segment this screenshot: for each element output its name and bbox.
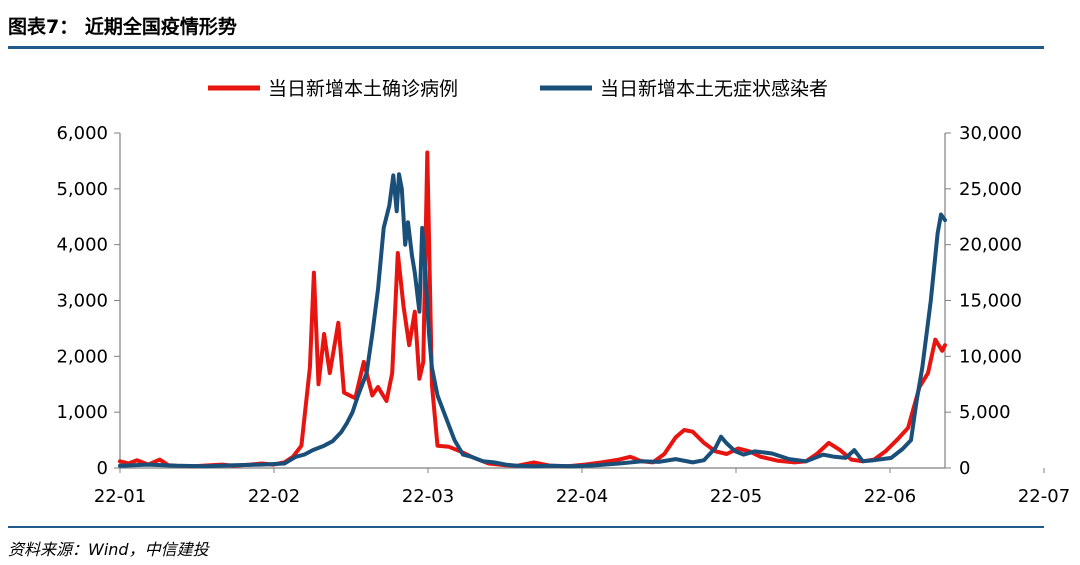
source-note: 资料来源：Wind，中信建投 xyxy=(8,540,209,559)
right-tick-label: 5,000 xyxy=(959,402,1011,423)
right-tick-label: 0 xyxy=(959,458,970,479)
legend: 当日新增本土确诊病例 当日新增本土无症状感染者 xyxy=(208,78,828,100)
left-tick-label: 5,000 xyxy=(56,179,108,200)
series-line-confirmed xyxy=(118,150,947,469)
left-tick-label: 2,000 xyxy=(56,346,108,367)
top-rule xyxy=(8,46,1044,49)
left-tick-label: 3,000 xyxy=(56,291,108,312)
x-tick-label: 22-06 xyxy=(864,486,916,507)
x-tick-label: 22-02 xyxy=(248,486,300,507)
x-tick-label: 22-05 xyxy=(710,486,762,507)
x-tick-label: 22-01 xyxy=(94,486,146,507)
series-line-asymptomatic xyxy=(118,172,947,469)
axes: 0 1,000 2,000 3,000 4,000 5,000 6,000 0 5,000 10,… xyxy=(56,123,1070,507)
left-tick-label: 1,000 xyxy=(56,402,108,423)
right-tick-label: 10,000 xyxy=(959,346,1022,367)
legend-label: 当日新增本土确诊病例 xyxy=(268,78,458,100)
x-tick-label: 22-03 xyxy=(402,486,454,507)
left-tick-label: 0 xyxy=(97,458,108,479)
left-tick-label: 6,000 xyxy=(56,123,108,144)
right-tick-label: 20,000 xyxy=(959,235,1022,256)
figure-title: 图表7： 近期全国疫情形势 xyxy=(8,16,237,38)
bottom-rule xyxy=(8,526,1044,528)
right-tick-label: 25,000 xyxy=(959,179,1022,200)
x-tick-label: 22-07 xyxy=(1018,486,1070,507)
left-tick-label: 4,000 xyxy=(56,235,108,256)
series-lines xyxy=(118,150,947,469)
x-tick-label: 22-04 xyxy=(556,486,608,507)
right-tick-label: 30,000 xyxy=(959,123,1022,144)
legend-label: 当日新增本土无症状感染者 xyxy=(600,78,828,100)
right-tick-label: 15,000 xyxy=(959,291,1022,312)
